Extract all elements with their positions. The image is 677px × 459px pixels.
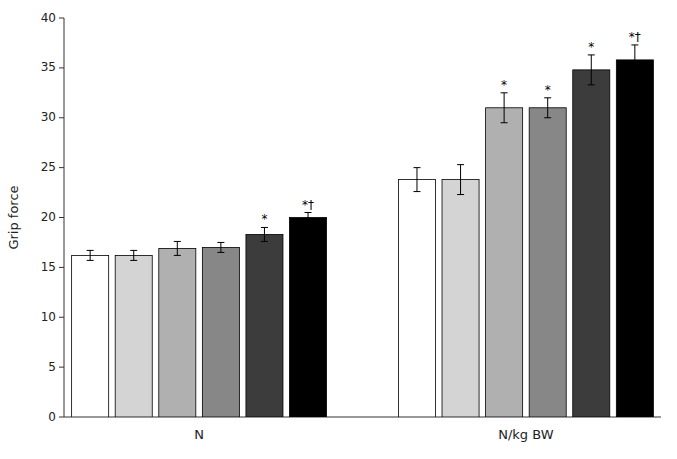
error-bar-stem bbox=[504, 93, 505, 123]
error-bar-stem bbox=[308, 213, 309, 223]
bar bbox=[486, 108, 523, 417]
error-bar bbox=[588, 55, 595, 85]
error-bar-stem bbox=[264, 227, 265, 241]
error-bar bbox=[305, 213, 312, 223]
y-tick-label: 20 bbox=[41, 210, 56, 224]
y-tick bbox=[59, 167, 64, 168]
y-tick bbox=[59, 267, 64, 268]
bar bbox=[442, 180, 479, 417]
x-tick-label: N bbox=[194, 427, 204, 442]
error-bar-cap bbox=[413, 191, 420, 192]
annotations: * * * * *† *† bbox=[261, 30, 640, 227]
error-bar bbox=[631, 45, 638, 75]
y-tick bbox=[59, 67, 64, 68]
error-bar-cap bbox=[130, 260, 137, 261]
error-bar-cap bbox=[457, 194, 464, 195]
annotation: * bbox=[588, 40, 594, 54]
error-bar bbox=[130, 250, 137, 260]
error-bar-cap bbox=[174, 255, 181, 256]
error-bar-cap bbox=[631, 44, 638, 45]
y-axis: 0 5 10 15 20 25 30 35 40 bbox=[41, 11, 661, 424]
error-bar-stem bbox=[591, 55, 592, 85]
error-bar-cap bbox=[501, 122, 508, 123]
annotation: * bbox=[261, 212, 267, 226]
error-bar bbox=[217, 242, 224, 252]
annotation: *† bbox=[302, 198, 314, 212]
error-bar-cap bbox=[544, 117, 551, 118]
bar bbox=[246, 234, 283, 417]
error-bar-stem bbox=[416, 168, 417, 192]
bars bbox=[72, 45, 654, 417]
bar bbox=[72, 255, 109, 417]
bar bbox=[616, 60, 653, 417]
y-tick bbox=[59, 367, 64, 368]
bar bbox=[573, 70, 610, 417]
y-axis-line bbox=[64, 18, 65, 417]
y-tick-label: 35 bbox=[41, 60, 56, 74]
y-tick bbox=[59, 417, 64, 418]
error-bar-cap bbox=[588, 54, 595, 55]
chart: 0 5 10 15 20 25 30 35 40 Grip force N N/kg BW * * * * *†… bbox=[0, 0, 677, 459]
annotation: *† bbox=[629, 30, 641, 44]
error-bar-stem bbox=[133, 250, 134, 260]
error-bar-cap bbox=[501, 92, 508, 93]
bar bbox=[202, 247, 239, 417]
bar bbox=[159, 248, 196, 417]
y-tick bbox=[59, 18, 64, 19]
error-bar bbox=[413, 168, 420, 192]
y-tick-label: 15 bbox=[41, 260, 56, 274]
y-tick bbox=[59, 217, 64, 218]
x-tick-label: N/kg BW bbox=[498, 427, 553, 442]
annotation: * bbox=[545, 83, 551, 97]
error-bar-cap bbox=[217, 242, 224, 243]
y-tick bbox=[59, 317, 64, 318]
error-bar-stem bbox=[634, 45, 635, 75]
annotation: * bbox=[501, 78, 507, 92]
error-bar-stem bbox=[220, 242, 221, 252]
error-bar-cap bbox=[588, 84, 595, 85]
y-tick-label: 10 bbox=[41, 310, 56, 324]
error-bar-stem bbox=[547, 98, 548, 118]
y-tick-label: 0 bbox=[48, 410, 56, 424]
error-bar-stem bbox=[177, 241, 178, 255]
error-bar-stem bbox=[90, 250, 91, 260]
bar bbox=[290, 218, 327, 418]
y-tick-label: 30 bbox=[41, 110, 56, 124]
error-bar-cap bbox=[261, 227, 268, 228]
error-bar-stem bbox=[460, 165, 461, 195]
error-bar-cap bbox=[87, 250, 94, 251]
error-bar-cap bbox=[457, 164, 464, 165]
y-tick-label: 25 bbox=[41, 160, 56, 174]
error-bar-cap bbox=[544, 97, 551, 98]
error-bar bbox=[174, 241, 181, 255]
error-bar-cap bbox=[413, 167, 420, 168]
bar bbox=[398, 180, 435, 417]
error-bar-cap bbox=[305, 222, 312, 223]
error-bar-cap bbox=[217, 252, 224, 253]
error-bar bbox=[261, 227, 268, 241]
error-bar-cap bbox=[174, 241, 181, 242]
error-bar-cap bbox=[261, 241, 268, 242]
y-tick-label: 40 bbox=[41, 11, 56, 25]
y-axis-label: Grip force bbox=[6, 185, 21, 249]
error-bar bbox=[87, 250, 94, 260]
error-bar bbox=[457, 165, 464, 195]
y-tick-label: 5 bbox=[48, 360, 56, 374]
x-axis-line bbox=[64, 417, 661, 418]
error-bar bbox=[544, 98, 551, 118]
error-bar-cap bbox=[305, 212, 312, 213]
bar bbox=[529, 108, 566, 417]
error-bar-cap bbox=[87, 260, 94, 261]
y-tick bbox=[59, 117, 64, 118]
error-bar bbox=[501, 93, 508, 123]
bar bbox=[115, 255, 152, 417]
error-bar-cap bbox=[130, 250, 137, 251]
error-bar-cap bbox=[631, 74, 638, 75]
